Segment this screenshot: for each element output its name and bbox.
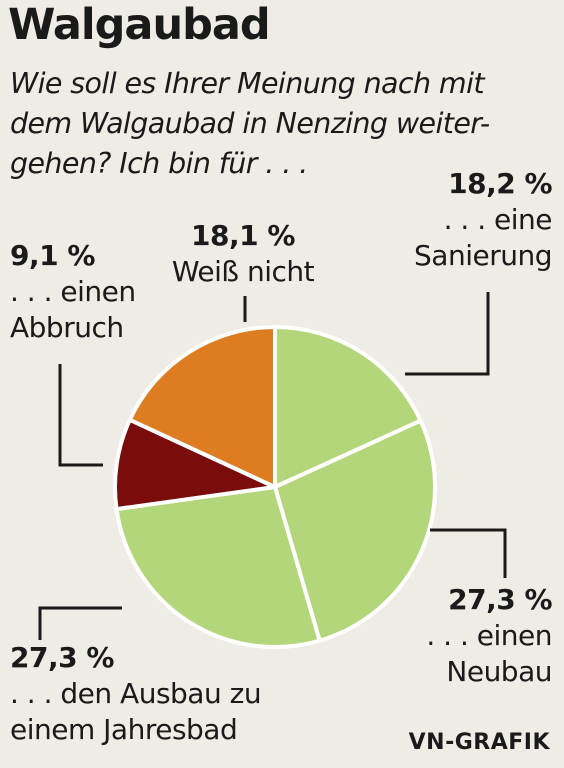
slice-label-ausbau: 27,3 % . . . den Ausbau zu einem Jahresb… [10, 640, 262, 748]
category-label-ausbau-1: . . . den Ausbau zu [10, 677, 262, 710]
pie-slice-weiss-nicht [127, 325, 277, 489]
category-label-neubau-2: Neubau [446, 655, 552, 688]
category-label-sanierung-1: . . . eine [443, 203, 553, 236]
leader-line-neubau [430, 528, 507, 578]
slice-label-sanierung: 18,2 % . . . eine Sanierung [414, 166, 552, 274]
category-label-sanierung-2: Sanierung [414, 239, 552, 272]
category-label-abbruch-1: . . . einen [10, 275, 136, 308]
credit-label: VN-GRAFIK [408, 730, 550, 755]
value-label-neubau: 27,3 % [448, 583, 552, 616]
value-label-abbruch: 9,1 % [10, 239, 95, 272]
value-label-weiss-nicht: 18,1 % [191, 219, 295, 252]
leader-line-ausbau [38, 606, 122, 640]
slice-label-neubau: 27,3 % . . . einen Neubau [426, 582, 552, 690]
slice-label-abbruch: 9,1 % . . . einen Abbruch [10, 238, 136, 346]
pie-slice-sanierung [273, 325, 423, 489]
category-label-neubau-1: . . . einen [426, 619, 552, 652]
value-label-sanierung: 18,2 % [448, 167, 552, 200]
slice-label-weiss-nicht: 18,1 % Weiß nicht [158, 218, 328, 290]
chart-question: Wie soll es Ihrer Meinung nach mit dem W… [10, 67, 490, 180]
leader-line-abbruch [58, 364, 103, 467]
category-label-weiss-nicht: Weiß nicht [171, 255, 315, 288]
pie-slice-ausbau [114, 485, 322, 649]
category-label-ausbau-2: einem Jahresbad [10, 713, 238, 746]
value-label-ausbau: 27,3 % [10, 641, 114, 674]
category-label-abbruch-2: Abbruch [10, 311, 124, 344]
leader-line-sanierung [405, 292, 490, 376]
chart-title: Walgaubad [8, 0, 271, 50]
pie-slice-neubau [273, 418, 437, 643]
